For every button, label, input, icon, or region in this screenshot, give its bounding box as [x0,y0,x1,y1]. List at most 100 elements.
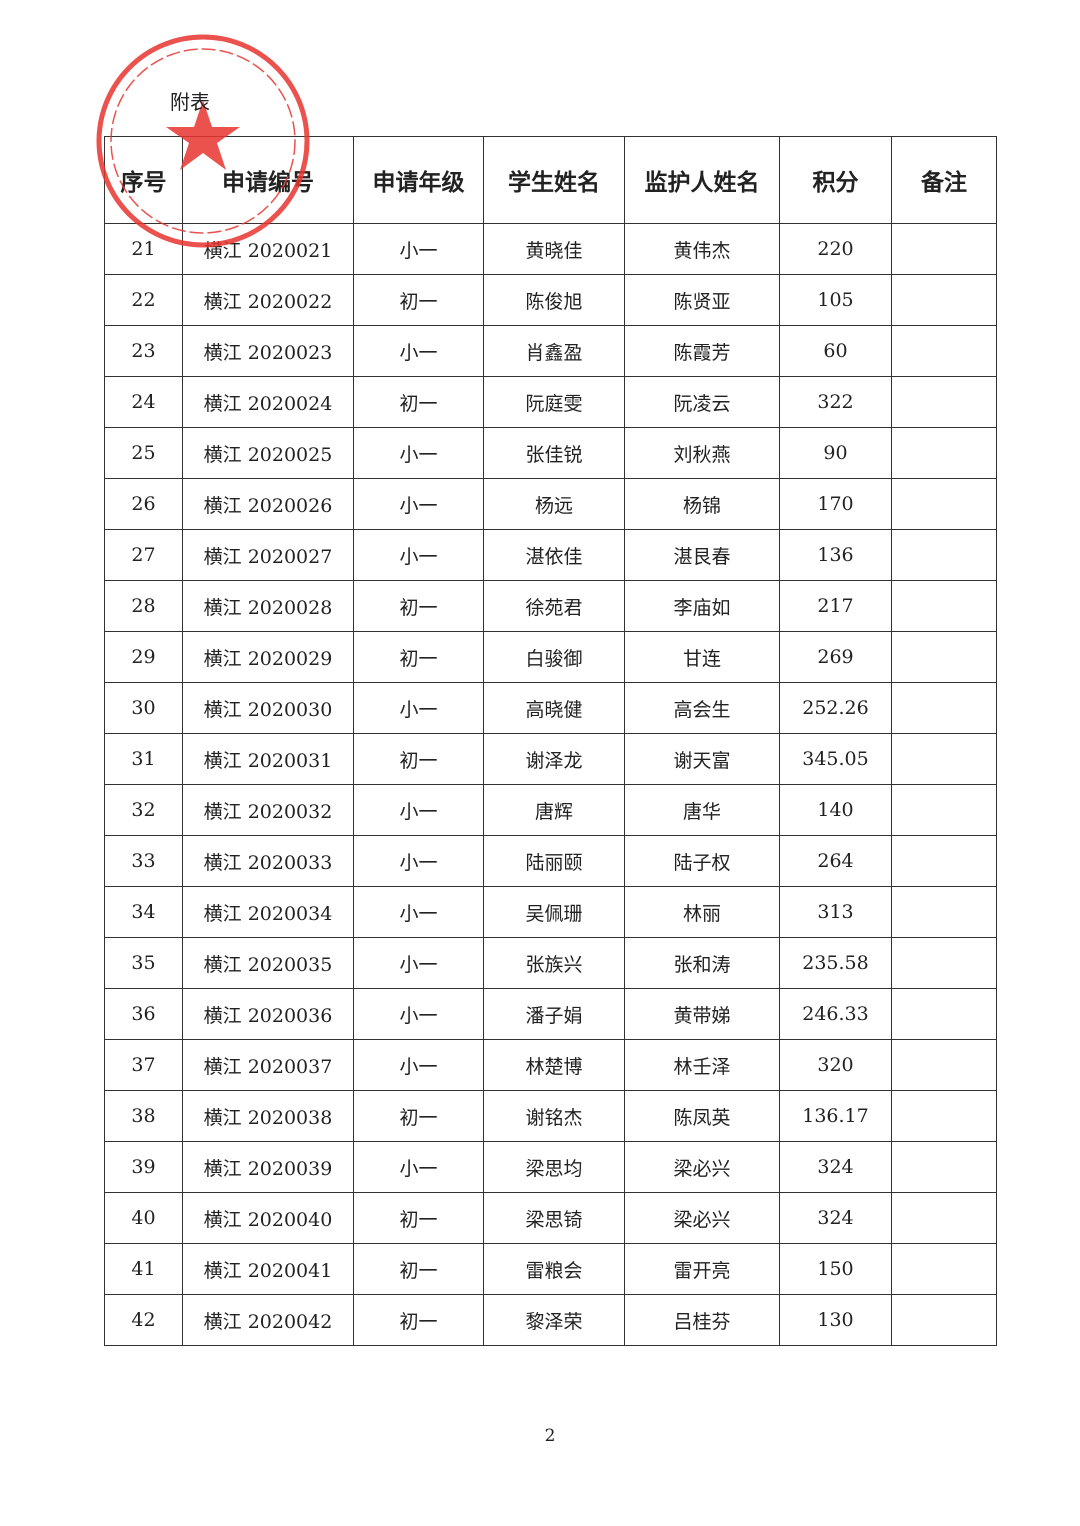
cell-application-id: 横江 2020021 [182,223,354,275]
header-index: 序号 [104,136,183,224]
table-row: 40 横江 2020040 初一 梁思锜 梁必兴 324 [104,1192,997,1244]
cell-guardian-name: 李庙如 [624,580,780,632]
cell-grade: 初一 [353,631,484,683]
cell-application-id: 横江 2020025 [182,427,354,479]
cell-application-id: 横江 2020036 [182,988,354,1040]
cell-guardian-name: 谢天富 [624,733,780,785]
table-row: 39 横江 2020039 小一 梁思均 梁必兴 324 [104,1141,997,1193]
cell-score: 252.26 [779,682,892,734]
cell-application-id: 横江 2020040 [182,1192,354,1244]
cell-index: 39 [104,1141,183,1193]
table-row: 21 横江 2020021 小一 黄晓佳 黄伟杰 220 [104,223,997,275]
cell-score: 90 [779,427,892,479]
cell-remarks [891,580,997,632]
cell-index: 29 [104,631,183,683]
table-row: 41 横江 2020041 初一 雷粮会 雷开亮 150 [104,1243,997,1295]
cell-application-id: 横江 2020037 [182,1039,354,1091]
table-row: 28 横江 2020028 初一 徐苑君 李庙如 217 [104,580,997,632]
cell-remarks [891,1294,997,1346]
cell-guardian-name: 黄伟杰 [624,223,780,275]
cell-grade: 小一 [353,886,484,938]
cell-index: 31 [104,733,183,785]
table-row: 42 横江 2020042 初一 黎泽荣 吕桂芬 130 [104,1294,997,1346]
cell-score: 324 [779,1192,892,1244]
cell-index: 41 [104,1243,183,1295]
table-header: 序号 申请编号 申请年级 学生姓名 监护人姓名 积分 备注 [104,136,997,224]
header-guardian-name: 监护人姓名 [624,136,780,224]
cell-student-name: 黎泽荣 [483,1294,625,1346]
cell-student-name: 林楚博 [483,1039,625,1091]
attachment-label: 附表 [170,90,210,114]
cell-score: 136 [779,529,892,581]
cell-application-id: 横江 2020032 [182,784,354,836]
cell-remarks [891,937,997,989]
cell-application-id: 横江 2020041 [182,1243,354,1295]
cell-score: 345.05 [779,733,892,785]
cell-student-name: 肖鑫盈 [483,325,625,377]
cell-application-id: 横江 2020034 [182,886,354,938]
cell-grade: 初一 [353,1294,484,1346]
cell-grade: 初一 [353,1090,484,1142]
cell-student-name: 白骏御 [483,631,625,683]
cell-grade: 初一 [353,733,484,785]
cell-remarks [891,1090,997,1142]
cell-application-id: 横江 2020039 [182,1141,354,1193]
cell-application-id: 横江 2020027 [182,529,354,581]
cell-score: 324 [779,1141,892,1193]
table-row: 34 横江 2020034 小一 吴佩珊 林丽 313 [104,886,997,938]
cell-grade: 小一 [353,478,484,530]
cell-index: 23 [104,325,183,377]
cell-index: 22 [104,274,183,326]
header-application-id: 申请编号 [182,136,354,224]
cell-index: 26 [104,478,183,530]
cell-remarks [891,529,997,581]
cell-guardian-name: 阮凌云 [624,376,780,428]
cell-grade: 小一 [353,988,484,1040]
cell-score: 170 [779,478,892,530]
cell-application-id: 横江 2020042 [182,1294,354,1346]
cell-guardian-name: 唐华 [624,784,780,836]
cell-guardian-name: 湛艮春 [624,529,780,581]
cell-student-name: 徐苑君 [483,580,625,632]
applicant-table: 序号 申请编号 申请年级 学生姓名 监护人姓名 积分 备注 21 横江 2020021 小一 黄晓… [104,136,997,1346]
cell-grade: 小一 [353,1039,484,1091]
cell-remarks [891,682,997,734]
cell-application-id: 横江 2020033 [182,835,354,887]
cell-score: 220 [779,223,892,275]
cell-score: 217 [779,580,892,632]
cell-student-name: 黄晓佳 [483,223,625,275]
table-row: 26 横江 2020026 小一 杨远 杨锦 170 [104,478,997,530]
cell-grade: 初一 [353,274,484,326]
cell-guardian-name: 梁必兴 [624,1192,780,1244]
cell-index: 35 [104,937,183,989]
cell-student-name: 杨远 [483,478,625,530]
cell-score: 313 [779,886,892,938]
cell-grade: 初一 [353,376,484,428]
cell-application-id: 横江 2020026 [182,478,354,530]
cell-guardian-name: 张和涛 [624,937,780,989]
cell-application-id: 横江 2020031 [182,733,354,785]
cell-index: 37 [104,1039,183,1091]
table-row: 35 横江 2020035 小一 张族兴 张和涛 235.58 [104,937,997,989]
cell-guardian-name: 陆子权 [624,835,780,887]
cell-student-name: 湛依佳 [483,529,625,581]
header-student-name: 学生姓名 [483,136,625,224]
cell-index: 28 [104,580,183,632]
table-row: 37 横江 2020037 小一 林楚博 林壬泽 320 [104,1039,997,1091]
cell-score: 140 [779,784,892,836]
cell-application-id: 横江 2020028 [182,580,354,632]
header-remarks: 备注 [891,136,997,224]
cell-remarks [891,427,997,479]
table-row: 36 横江 2020036 小一 潘子娟 黄带娣 246.33 [104,988,997,1040]
table-row: 30 横江 2020030 小一 高晓健 高会生 252.26 [104,682,997,734]
cell-student-name: 唐辉 [483,784,625,836]
table-row: 24 横江 2020024 初一 阮庭雯 阮凌云 322 [104,376,997,428]
cell-index: 36 [104,988,183,1040]
cell-index: 42 [104,1294,183,1346]
cell-guardian-name: 雷开亮 [624,1243,780,1295]
cell-score: 246.33 [779,988,892,1040]
table-row: 22 横江 2020022 初一 陈俊旭 陈贤亚 105 [104,274,997,326]
cell-grade: 小一 [353,1141,484,1193]
cell-student-name: 梁思均 [483,1141,625,1193]
table-row: 31 横江 2020031 初一 谢泽龙 谢天富 345.05 [104,733,997,785]
